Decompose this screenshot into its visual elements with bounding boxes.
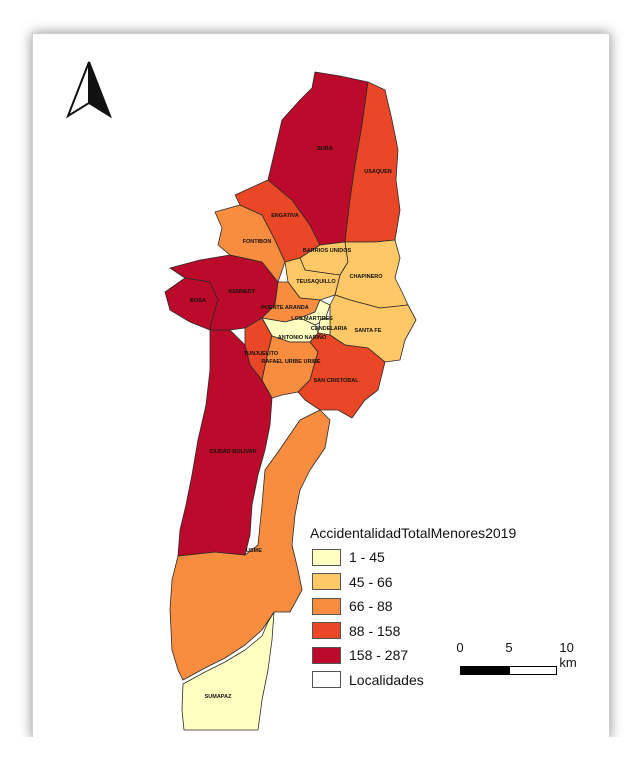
label-fontibon: FONTIBON bbox=[243, 239, 272, 245]
scale-label: 10 km bbox=[559, 640, 577, 670]
label-kennedy: KENNEDY bbox=[229, 289, 256, 295]
locality-sumapaz[interactable] bbox=[181, 611, 275, 731]
legend-swatch bbox=[312, 646, 341, 664]
legend-swatch bbox=[312, 548, 341, 566]
label-chapinero: CHAPINERO bbox=[349, 274, 383, 280]
label-bosa: BOSA bbox=[190, 298, 206, 304]
legend-item: 88 - 158 bbox=[312, 619, 580, 644]
scale-segment-black bbox=[460, 666, 510, 675]
legend-label: 88 - 158 bbox=[349, 622, 401, 639]
locality-bosa[interactable] bbox=[164, 277, 219, 331]
legend-item: 158 - 287 bbox=[312, 643, 580, 668]
label-rafael-uribe-uribe: RAFAEL URIBE URIBE bbox=[261, 359, 321, 365]
locality-usme[interactable] bbox=[169, 409, 331, 681]
scale-label: 5 bbox=[505, 640, 513, 655]
label-usme: USME bbox=[246, 548, 262, 554]
legend-item: 1 - 45 bbox=[312, 545, 580, 570]
label-sumapaz: SUMAPAZ bbox=[205, 694, 232, 700]
bottom-margin bbox=[0, 737, 640, 770]
legend-label: 45 - 66 bbox=[349, 573, 393, 590]
legend-swatch-outline bbox=[312, 671, 341, 689]
scale-segment-white bbox=[509, 666, 557, 675]
label-los-martires: LOS MARTIRES bbox=[291, 316, 333, 322]
label-ciudad-bolivar: CIUDAD BOLIVAR bbox=[209, 449, 256, 455]
legend-swatch bbox=[312, 573, 341, 591]
legend-item: 66 - 88 bbox=[312, 594, 580, 619]
legend-title: AccidentalidadTotalMenores2019 bbox=[310, 525, 517, 541]
legend: AccidentalidadTotalMenores2019 1 - 45 45… bbox=[280, 525, 580, 692]
legend-label: 158 - 287 bbox=[349, 647, 409, 664]
label-barrios-unidos: BARRIOS UNIDOS bbox=[303, 248, 352, 254]
label-candelaria: CANDELARIA bbox=[311, 326, 347, 332]
legend-label: 66 - 88 bbox=[349, 598, 393, 615]
locality-san-cristobal[interactable] bbox=[297, 332, 386, 419]
label-antonio-narino: ANTONIO NARIÑO bbox=[278, 334, 327, 341]
legend-swatch bbox=[312, 597, 341, 615]
label-teusaquillo: TEUSAQUILLO bbox=[296, 279, 336, 285]
label-puente-aranda: PUENTE ARANDA bbox=[261, 305, 308, 311]
label-san-cristobal: SAN CRISTOBAL bbox=[313, 378, 359, 384]
legend-item: Localidades bbox=[312, 668, 580, 693]
label-engativa: ENGATIVA bbox=[271, 213, 299, 219]
label-tunjuelito: TUNJUELITO bbox=[244, 351, 279, 357]
legend-label: 1 - 45 bbox=[349, 549, 385, 566]
scale-label: 0 bbox=[456, 640, 464, 655]
legend-item: 45 - 66 bbox=[312, 570, 580, 595]
label-suba: SUBA bbox=[317, 146, 333, 152]
legend-label: Localidades bbox=[349, 671, 424, 688]
label-usaquen: USAQUEN bbox=[364, 169, 392, 175]
north-arrow-icon bbox=[65, 61, 113, 119]
locality-labels: SUBA USAQUEN ENGATIVA FONTIBON BARRIOS U… bbox=[190, 146, 392, 700]
legend-swatch bbox=[312, 622, 341, 640]
scale-bar: 0 5 10 km bbox=[425, 640, 577, 680]
label-santa-fe: SANTA FE bbox=[355, 328, 382, 334]
